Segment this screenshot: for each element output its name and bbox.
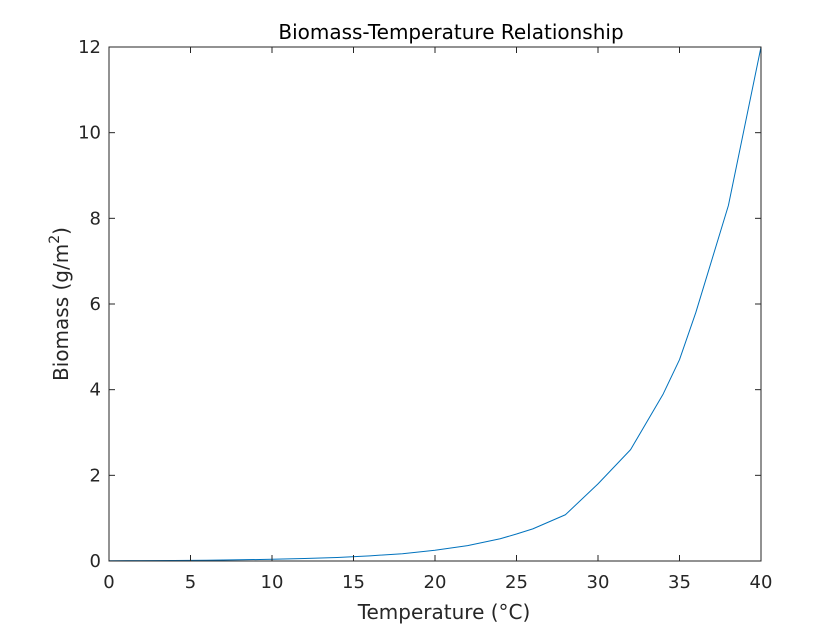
y-tick-label: 12 [78, 37, 101, 58]
y-axis-label-main: Biomass (g/m [49, 244, 73, 381]
x-tick-label: 30 [587, 572, 610, 593]
x-tick-label: 10 [261, 572, 284, 593]
y-axis-label: Biomass (g/m2) [47, 227, 73, 381]
x-tick-label: 35 [668, 572, 691, 593]
x-tick-label: 20 [424, 572, 447, 593]
x-tick-label: 25 [505, 572, 528, 593]
y-tick-label: 10 [78, 123, 101, 144]
x-tick-label: 0 [103, 572, 114, 593]
y-axis-label-superscript: 2 [47, 235, 63, 244]
axes-box [108, 46, 762, 562]
y-tick-label: 6 [90, 294, 101, 315]
x-tick-label: 5 [185, 572, 196, 593]
series-layer [108, 46, 762, 562]
chart-title: Biomass-Temperature Relationship [278, 20, 623, 44]
series-line [108, 46, 762, 562]
y-axis-label-text: Biomass (g/m2) [47, 227, 73, 381]
x-tick-label: 15 [342, 572, 365, 593]
x-axis-label: Temperature (°C) [357, 600, 531, 624]
x-tick-label: 40 [750, 572, 773, 593]
y-tick-label: 0 [90, 551, 101, 572]
y-axis-ticks: 0 2 4 6 8 10 12 [78, 37, 761, 572]
plot-area [109, 47, 761, 561]
x-axis-ticks: 0 5 10 15 20 25 30 35 40 [103, 47, 772, 593]
y-tick-label: 2 [90, 465, 101, 486]
y-axis-label-close: ) [49, 227, 73, 235]
y-tick-label: 8 [90, 208, 101, 229]
y-tick-label: 4 [90, 380, 101, 401]
